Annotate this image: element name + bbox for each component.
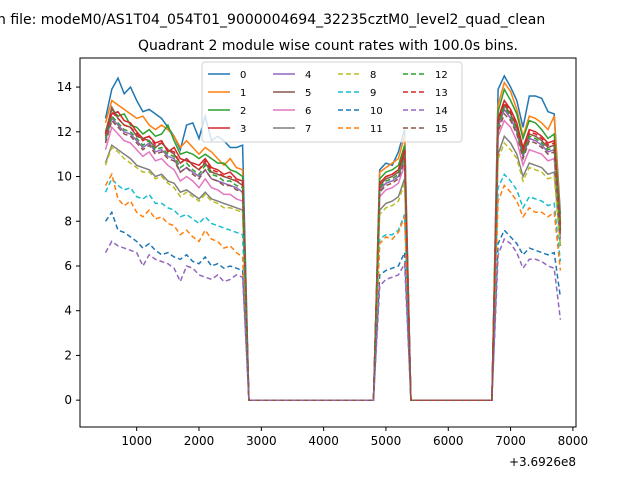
legend-label-13: 13 bbox=[435, 88, 448, 99]
legend-label-0: 0 bbox=[240, 70, 246, 81]
y-tick-label: 4 bbox=[64, 304, 72, 318]
y-tick-label: 2 bbox=[64, 348, 72, 362]
y-tick-label: 14 bbox=[57, 80, 72, 94]
legend-label-4: 4 bbox=[305, 70, 311, 81]
x-tick-label: 3000 bbox=[246, 434, 277, 448]
axes-frame bbox=[79, 57, 577, 428]
legend-label-15: 15 bbox=[435, 124, 448, 135]
x-tick-label: 1000 bbox=[121, 434, 152, 448]
legend-label-5: 5 bbox=[305, 88, 311, 99]
x-offset-label: +3.6926e8 bbox=[509, 455, 576, 469]
legend-box bbox=[201, 61, 463, 143]
legend-label-9: 9 bbox=[370, 88, 376, 99]
legend-label-10: 10 bbox=[370, 106, 383, 117]
legend-label-6: 6 bbox=[305, 106, 311, 117]
series-line-15 bbox=[104, 112, 562, 401]
axis-ticks: 1000 2000 3000 4000 5000 6000 7000 8000 0 2 4 6 8 10 1… bbox=[57, 80, 588, 448]
series-line-10 bbox=[104, 210, 562, 401]
plot-area bbox=[104, 74, 562, 401]
y-tick-label: 10 bbox=[57, 170, 72, 184]
x-tick-label: 8000 bbox=[558, 434, 589, 448]
chart-title: Quadrant 2 module wise count rates with … bbox=[138, 38, 518, 54]
legend-label-2: 2 bbox=[240, 106, 246, 117]
x-tick-label: 4000 bbox=[308, 434, 339, 448]
y-tick-label: 8 bbox=[64, 214, 72, 228]
legend-label-11: 11 bbox=[370, 124, 383, 135]
legend-label-3: 3 bbox=[240, 124, 246, 135]
y-tick-label: 0 bbox=[64, 393, 72, 407]
legend-label-8: 8 bbox=[370, 70, 376, 81]
y-tick-label: 6 bbox=[64, 259, 72, 273]
suptitle: n file: modeM0/AS1T04_054T01_9000004694_… bbox=[0, 12, 545, 28]
legend-label-1: 1 bbox=[240, 88, 246, 99]
x-tick-label: 7000 bbox=[495, 434, 526, 448]
y-tick-label: 12 bbox=[57, 125, 72, 139]
x-tick-label: 2000 bbox=[184, 434, 215, 448]
legend-label-12: 12 bbox=[435, 70, 448, 81]
legend-label-14: 14 bbox=[435, 106, 448, 117]
x-tick-label: 6000 bbox=[433, 434, 464, 448]
legend-label-7: 7 bbox=[305, 124, 311, 135]
x-tick-label: 5000 bbox=[371, 434, 402, 448]
